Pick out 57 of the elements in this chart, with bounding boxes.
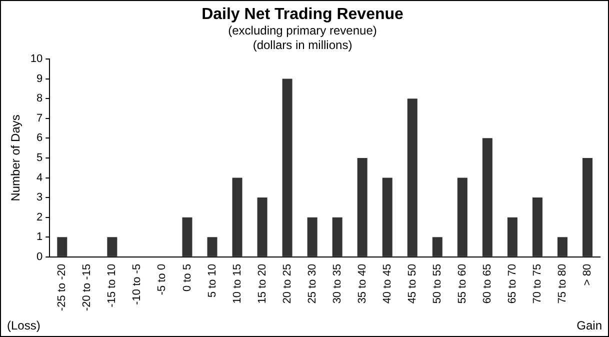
text: Gain (576, 318, 602, 332)
text: (Loss) (7, 318, 40, 332)
x-tick-label: 5 to 10 (206, 264, 218, 298)
bar (457, 178, 468, 256)
bar (382, 178, 392, 256)
y-tick-label: 6 (36, 132, 43, 144)
x-tick-label: 35 to 40 (356, 264, 368, 304)
x-tick-label: > 80 (582, 264, 594, 286)
x-tick-label: -5 to 0 (156, 264, 168, 296)
x-tick-label: 0 to 5 (181, 264, 194, 292)
y-tick-label: 5 (36, 152, 43, 164)
y-tick-label: 10 (30, 53, 43, 66)
x-tick-label: 20 to 25 (281, 264, 294, 304)
y-tick-label: 2 (36, 211, 43, 224)
bar (182, 217, 192, 256)
y-tick-label: 8 (36, 92, 43, 105)
bar (307, 217, 318, 256)
bar (557, 237, 568, 256)
chart-subtitle: (excluding primary revenue) (dollars in millions) (228, 24, 377, 52)
bar (582, 158, 592, 256)
y-tick-label: 3 (36, 192, 43, 204)
x-tick-label: 15 to 20 (256, 264, 268, 304)
x-tick-label: 55 to 60 (456, 264, 468, 304)
x-tick-label: 45 to 50 (406, 264, 418, 304)
bar (432, 237, 442, 256)
x-tick-label: -10 to -5 (131, 264, 144, 305)
x-tick-label: 70 to 75 (531, 264, 544, 304)
y-tick-label: 1 (36, 231, 43, 244)
bar (532, 198, 542, 256)
x-tick-label: 50 to 55 (431, 264, 444, 304)
bar (232, 178, 242, 256)
bar (207, 237, 218, 256)
chart-title: Daily Net Trading Revenue (202, 6, 404, 24)
x-tick-label: 65 to 70 (506, 264, 518, 304)
x-tick-label: -25 to -20 (56, 264, 68, 312)
x-tick-label: -20 to -15 (81, 264, 94, 312)
y-tick-label: 0 (36, 250, 43, 263)
x-tick-label: 25 to 30 (306, 264, 318, 304)
bar (57, 237, 68, 256)
bar (332, 217, 342, 256)
y-tick-label: 4 (36, 172, 43, 184)
y-tick-label: 9 (36, 72, 43, 85)
bar (107, 237, 118, 256)
y-axis-title: Number of Days (8, 114, 23, 202)
x-tick-label: -15 to 10 (106, 264, 118, 308)
x-tick-label: 60 to 65 (481, 264, 494, 304)
bar (507, 217, 518, 256)
x-tick-label: 10 to 15 (231, 264, 244, 304)
bar (482, 138, 492, 256)
y-tick-label: 7 (36, 112, 43, 124)
bar (257, 198, 268, 256)
x-tick-label: 30 to 35 (331, 264, 344, 304)
x-tick-label: 75 to 80 (556, 264, 569, 304)
bar (282, 78, 292, 256)
x-tick-label: 40 to 45 (381, 264, 394, 304)
bar (357, 158, 368, 256)
bar (407, 98, 418, 256)
